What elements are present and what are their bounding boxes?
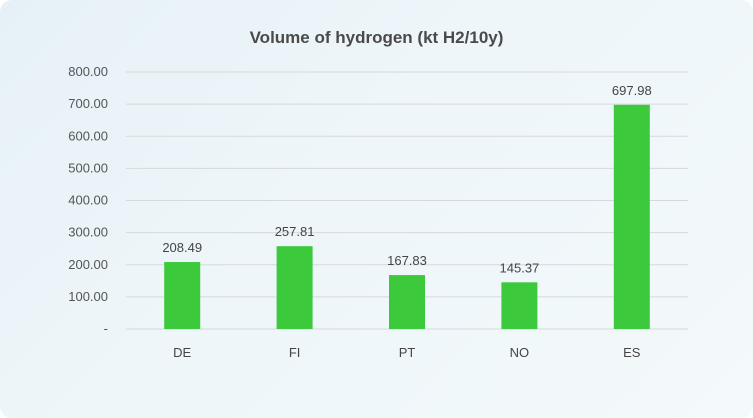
y-tick-label: 600.00 [68, 128, 108, 143]
y-axis-tick-labels: - 100.00 200.00 300.00 400.00 500.00 600.00 700… [68, 64, 108, 336]
bar-de [164, 262, 201, 329]
y-tick-label: 500.00 [68, 160, 108, 175]
data-label: 167.83 [387, 253, 427, 268]
x-axis-tick-labels: DE FI PT NO ES [173, 345, 641, 360]
x-tick-label: FI [289, 345, 301, 360]
y-tick-label: 100.00 [68, 289, 108, 304]
x-tick-label: PT [399, 345, 416, 360]
data-label: 145.37 [500, 260, 540, 275]
x-tick-label: NO [510, 345, 530, 360]
bar-no [501, 282, 538, 329]
bar-es [613, 104, 650, 329]
x-tick-label: DE [173, 345, 191, 360]
x-tick-label: ES [623, 345, 641, 360]
y-tick-label: 700.00 [68, 96, 108, 111]
chart-title: Volume of hydrogen (kt H2/10y) [249, 28, 504, 47]
bar-pt [389, 275, 425, 329]
data-label: 257.81 [275, 224, 315, 239]
bars [164, 104, 650, 329]
y-tick-label: - [104, 321, 108, 336]
y-tick-label: 200.00 [68, 257, 108, 272]
bar-fi [276, 246, 313, 329]
data-labels: 208.49 257.81 167.83 145.37 697.98 [162, 83, 651, 276]
data-label: 208.49 [162, 240, 202, 255]
y-tick-label: 400.00 [68, 193, 108, 208]
data-label: 697.98 [612, 83, 652, 98]
y-tick-label: 800.00 [68, 64, 108, 79]
y-tick-label: 300.00 [68, 225, 108, 240]
